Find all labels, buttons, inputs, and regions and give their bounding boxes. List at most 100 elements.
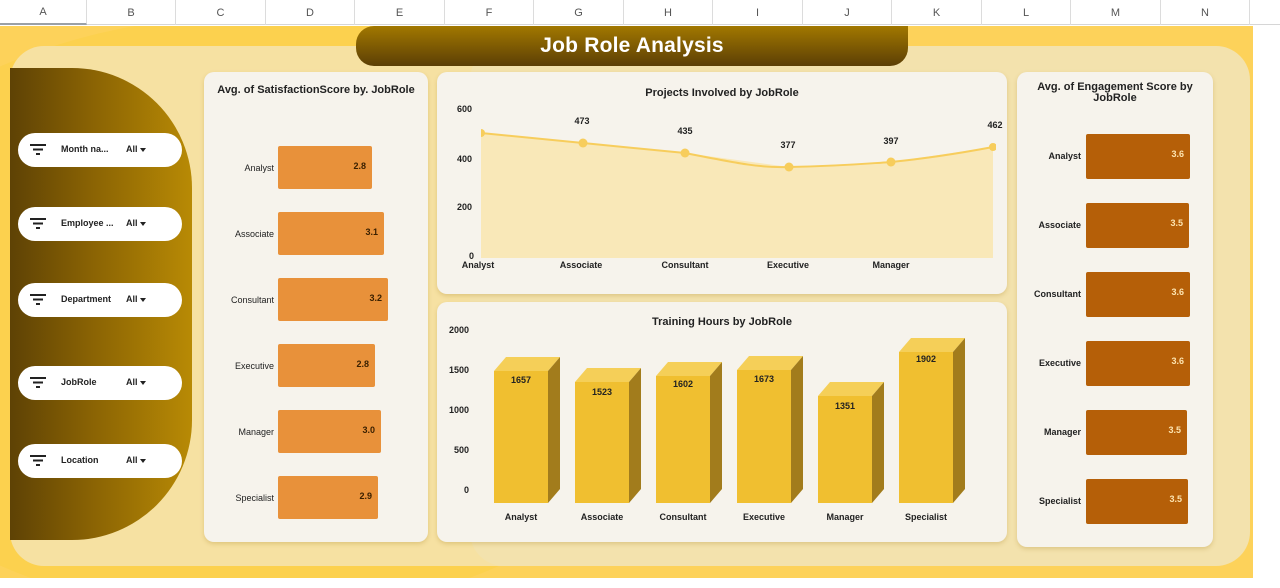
column-header-g[interactable]: G [534, 0, 624, 25]
engagement-bar[interactable]: 3.5 [1086, 479, 1188, 524]
slicer-value: All [126, 218, 138, 228]
filter-icon [30, 144, 46, 155]
engagement-category-label: Specialist [1038, 496, 1081, 506]
bar-value-label: 2.8 [356, 359, 369, 369]
y-tick-label: 0 [464, 485, 470, 495]
dashboard-title: Job Role Analysis [540, 34, 724, 57]
bar-value-label: 3.1 [365, 227, 378, 237]
slicer-value: All [126, 377, 138, 387]
x-tick-label: Associate [580, 512, 624, 522]
caret-down-icon[interactable] [140, 381, 146, 385]
column-header-m[interactable]: M [1071, 0, 1161, 25]
satisfaction-chart-card[interactable]: Avg. of SatisfactionScore by. JobRole An… [204, 72, 428, 542]
engagement-bar[interactable]: 3.6 [1086, 341, 1190, 386]
slicer-panel: Month na... All Employee ... All Departm… [10, 68, 192, 540]
slicer-label: Department [61, 294, 112, 304]
dashboard-canvas: Job Role Analysis Month na... All Employ… [0, 26, 1253, 578]
engagement-bar[interactable]: 3.5 [1086, 203, 1189, 248]
training-bar[interactable]: 1902 [899, 338, 965, 503]
y-tick-label: 0 [469, 251, 475, 261]
column-header-h[interactable]: H [624, 0, 713, 25]
bar-value-label: 3.5 [1170, 218, 1183, 228]
y-tick-label: 200 [457, 202, 473, 212]
x-tick-label: Consultant [661, 260, 709, 270]
y-tick-label: 600 [457, 104, 473, 114]
column-header-i[interactable]: I [713, 0, 803, 25]
column-header-a[interactable]: A [0, 0, 87, 25]
y-tick-label: 1500 [449, 365, 470, 375]
x-tick-label: Analyst [461, 260, 495, 270]
caret-down-icon[interactable] [140, 148, 146, 152]
satisfaction-bar[interactable]: 2.9 [278, 476, 378, 519]
column-header-l[interactable]: L [982, 0, 1071, 25]
training-chart-title: Training Hours by JobRole [652, 316, 792, 328]
slicer-employee[interactable]: Employee ... All [18, 207, 182, 241]
bar-value-label: 1523 [591, 387, 613, 397]
filter-icon [30, 377, 46, 388]
slicer-location[interactable]: Location All [18, 444, 182, 478]
projects-area-plot [481, 129, 996, 258]
point-value-label: 462 [987, 120, 1003, 130]
training-bar[interactable]: 1657 [494, 357, 560, 503]
engagement-bar[interactable]: 3.6 [1086, 272, 1190, 317]
bar-value-label: 3.2 [369, 293, 382, 303]
filter-icon [30, 218, 46, 229]
satisfaction-category-label: Specialist [235, 493, 274, 503]
slicer-label: Employee ... [61, 218, 114, 228]
column-header-c[interactable]: C [176, 0, 266, 25]
bar-value-label: 3.6 [1171, 287, 1184, 297]
slicer-value: All [126, 144, 138, 154]
satisfaction-bar[interactable]: 3.1 [278, 212, 384, 255]
satisfaction-category-label: Executive [234, 361, 274, 371]
point-value-label: 397 [883, 136, 899, 146]
satisfaction-bar[interactable]: 2.8 [278, 344, 375, 387]
column-header-j[interactable]: J [803, 0, 892, 25]
training-chart-card[interactable]: Training Hours by JobRole 2000 1500 1000… [437, 302, 1007, 542]
bar-value-label: 3.0 [362, 425, 375, 435]
training-bar[interactable]: 1523 [575, 368, 641, 503]
satisfaction-category-label: Manager [238, 427, 274, 437]
training-bar[interactable]: 1673 [737, 356, 803, 503]
column-header-e[interactable]: E [355, 0, 445, 25]
column-header-d[interactable]: D [266, 0, 355, 25]
slicer-jobrole[interactable]: JobRole All [18, 366, 182, 400]
slicer-month[interactable]: Month na... All [18, 133, 182, 167]
satisfaction-category-label: Associate [234, 229, 274, 239]
bar-value-label: 1673 [753, 374, 775, 384]
satisfaction-category-label: Analyst [244, 163, 274, 173]
engagement-chart-card[interactable]: Avg. of Engagement Score by JobRole Anal… [1017, 72, 1213, 547]
point-value-label: 435 [677, 126, 693, 136]
column-header-f[interactable]: F [445, 0, 534, 25]
filter-icon [30, 455, 46, 466]
y-tick-label: 400 [457, 154, 473, 164]
bar-value-label: 1602 [672, 379, 694, 389]
title-banner: Job Role Analysis [356, 26, 908, 66]
satisfaction-bar[interactable]: 3.0 [278, 410, 381, 453]
engagement-chart-title: Avg. of Engagement Score by JobRole [1037, 81, 1193, 104]
training-bar[interactable]: 1602 [656, 362, 722, 503]
x-tick-label: Manager [872, 260, 910, 270]
bar-value-label: 2.9 [359, 491, 372, 501]
training-bar[interactable]: 1351 [818, 382, 884, 503]
slicer-value: All [126, 294, 138, 304]
caret-down-icon[interactable] [140, 222, 146, 226]
engagement-category-label: Executive [1038, 358, 1081, 368]
engagement-bar[interactable]: 3.5 [1086, 410, 1187, 455]
column-header-k[interactable]: K [892, 0, 982, 25]
engagement-bar[interactable]: 3.6 [1086, 134, 1190, 179]
slicer-department[interactable]: Department All [18, 283, 182, 317]
slicer-label: Location [61, 455, 99, 465]
satisfaction-bar[interactable]: 2.8 [278, 146, 372, 189]
y-tick-label: 500 [454, 445, 470, 455]
bar-value-label: 1902 [915, 354, 937, 364]
y-tick-label: 1000 [449, 405, 470, 415]
caret-down-icon[interactable] [140, 459, 146, 463]
engagement-category-label: Associate [1038, 220, 1081, 230]
caret-down-icon[interactable] [140, 298, 146, 302]
engagement-category-label: Analyst [1048, 151, 1081, 161]
column-header-b[interactable]: B [87, 0, 176, 25]
column-header-n[interactable]: N [1161, 0, 1250, 25]
x-tick-label: Analyst [504, 512, 538, 522]
satisfaction-bar[interactable]: 3.2 [278, 278, 388, 321]
projects-chart-card[interactable]: Projects Involved by JobRole 600 400 200… [437, 72, 1007, 294]
